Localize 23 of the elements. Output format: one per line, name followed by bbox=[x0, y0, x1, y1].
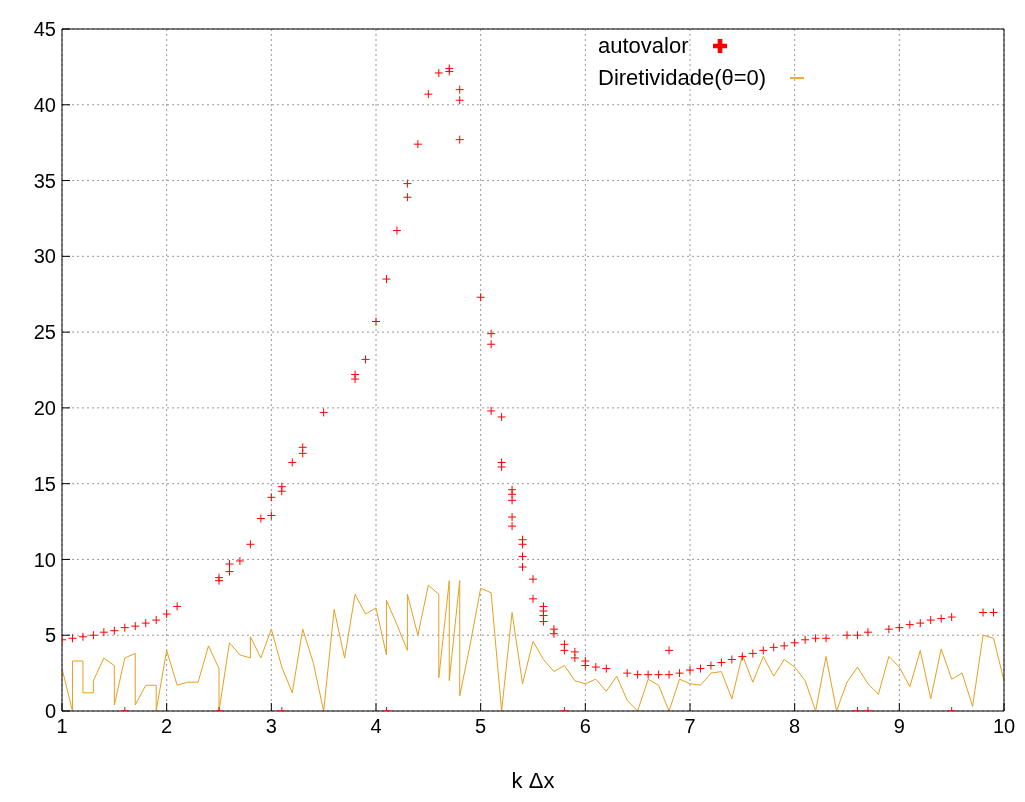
y-tick-label: 45 bbox=[33, 18, 56, 41]
x-tick-label: 1 bbox=[56, 715, 68, 738]
x-tick-label: 5 bbox=[475, 715, 487, 738]
legend-label: Diretividade(θ=0) bbox=[598, 65, 767, 90]
x-tick-label: 3 bbox=[265, 715, 277, 738]
y-tick-label: 30 bbox=[33, 245, 56, 268]
x-tick-label: 10 bbox=[992, 715, 1016, 738]
x-tick-label: 8 bbox=[789, 715, 801, 738]
y-tick-label: 10 bbox=[33, 548, 56, 571]
x-axis-title: k Δx bbox=[511, 768, 555, 793]
y-tick-label: 25 bbox=[33, 321, 56, 344]
x-tick-label: 7 bbox=[684, 715, 696, 738]
x-tick-label: 6 bbox=[579, 715, 591, 738]
y-tick-label: 15 bbox=[33, 472, 56, 495]
y-tick-label: 0 bbox=[44, 700, 56, 723]
x-tick-label: 4 bbox=[370, 715, 382, 738]
y-tick-label: 20 bbox=[33, 396, 56, 419]
x-tick-label: 9 bbox=[893, 715, 905, 738]
y-tick-label: 35 bbox=[33, 169, 56, 192]
legend-label: autovalor bbox=[598, 33, 689, 58]
y-tick-label: 40 bbox=[33, 93, 56, 116]
y-tick-label: 5 bbox=[44, 624, 56, 647]
x-tick-label: 2 bbox=[161, 715, 173, 738]
